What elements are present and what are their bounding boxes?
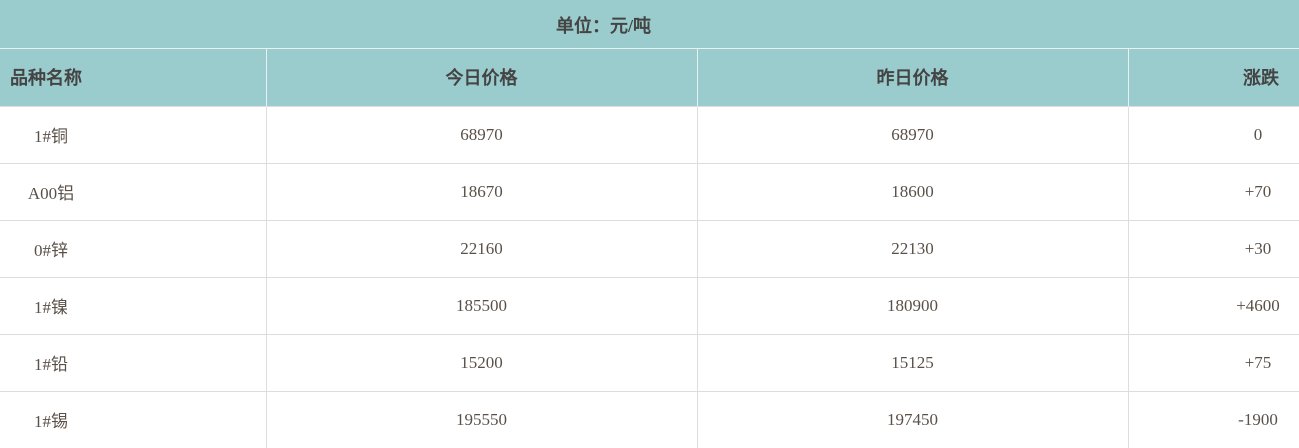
change-value: +70 (1244, 181, 1272, 201)
column-header-today: 今日价格 (266, 49, 698, 106)
unit-label: 单位：元/吨 (556, 16, 652, 36)
table-row: 1#铜 68970 68970 0 (0, 106, 1299, 163)
cell-today-price: 195550 (266, 391, 698, 448)
product-name: 1#镍 (34, 298, 68, 317)
unit-bar: 单位：元/吨 (0, 0, 1299, 49)
cell-change: +70 (1128, 163, 1299, 220)
product-name: 0#锌 (34, 241, 68, 260)
cell-yesterday-price: 180900 (697, 277, 1129, 334)
product-name: A00铝 (27, 184, 75, 203)
cell-change: +4600 (1128, 277, 1299, 334)
cell-change: -1900 (1128, 391, 1299, 448)
table-row: 1#锡 195550 197450 -1900 (0, 391, 1299, 448)
table-header: 品种名称 今日价格 昨日价格 涨跌 (0, 49, 1299, 106)
cell-name: 1#镍 (0, 277, 267, 334)
product-name: 1#锡 (34, 412, 68, 432)
table-row: A00铝 18670 18600 +70 (0, 163, 1299, 220)
cell-change: 0 (1128, 106, 1299, 163)
change-value: -1900 (1238, 409, 1278, 429)
cell-name: A00铝 (0, 163, 267, 220)
column-header-yesterday: 昨日价格 (697, 49, 1129, 106)
column-header-name: 品种名称 (0, 49, 267, 106)
cell-name: 1#锡 (0, 391, 267, 448)
cell-yesterday-price: 197450 (697, 391, 1129, 448)
column-header-change: 涨跌 (1243, 68, 1279, 89)
change-value: +75 (1244, 352, 1272, 372)
cell-change: +30 (1128, 220, 1299, 277)
price-table: 品种名称 今日价格 昨日价格 涨跌 1#铜 68970 68970 0 A00铝 1867… (0, 49, 1299, 448)
cell-yesterday-price: 22130 (697, 220, 1129, 277)
product-name: 1#铜 (34, 127, 68, 146)
cell-today-price: 68970 (266, 106, 698, 163)
change-value: +30 (1244, 238, 1272, 258)
cell-today-price: 15200 (266, 334, 698, 391)
change-value: 0 (1253, 124, 1263, 144)
product-name: 1#铅 (34, 355, 68, 374)
cell-name: 0#锌 (0, 220, 267, 277)
cell-today-price: 18670 (266, 163, 698, 220)
change-value: +4600 (1236, 295, 1280, 315)
cell-yesterday-price: 18600 (697, 163, 1129, 220)
table-row: 1#镍 185500 180900 +4600 (0, 277, 1299, 334)
cell-name: 1#铜 (0, 106, 267, 163)
cell-today-price: 22160 (266, 220, 698, 277)
cell-name: 1#铅 (0, 334, 267, 391)
cell-yesterday-price: 15125 (697, 334, 1129, 391)
table-row: 0#锌 22160 22130 +30 (0, 220, 1299, 277)
table-row: 1#铅 15200 15125 +75 (0, 334, 1299, 391)
cell-yesterday-price: 68970 (697, 106, 1129, 163)
cell-today-price: 185500 (266, 277, 698, 334)
cell-change: +75 (1128, 334, 1299, 391)
